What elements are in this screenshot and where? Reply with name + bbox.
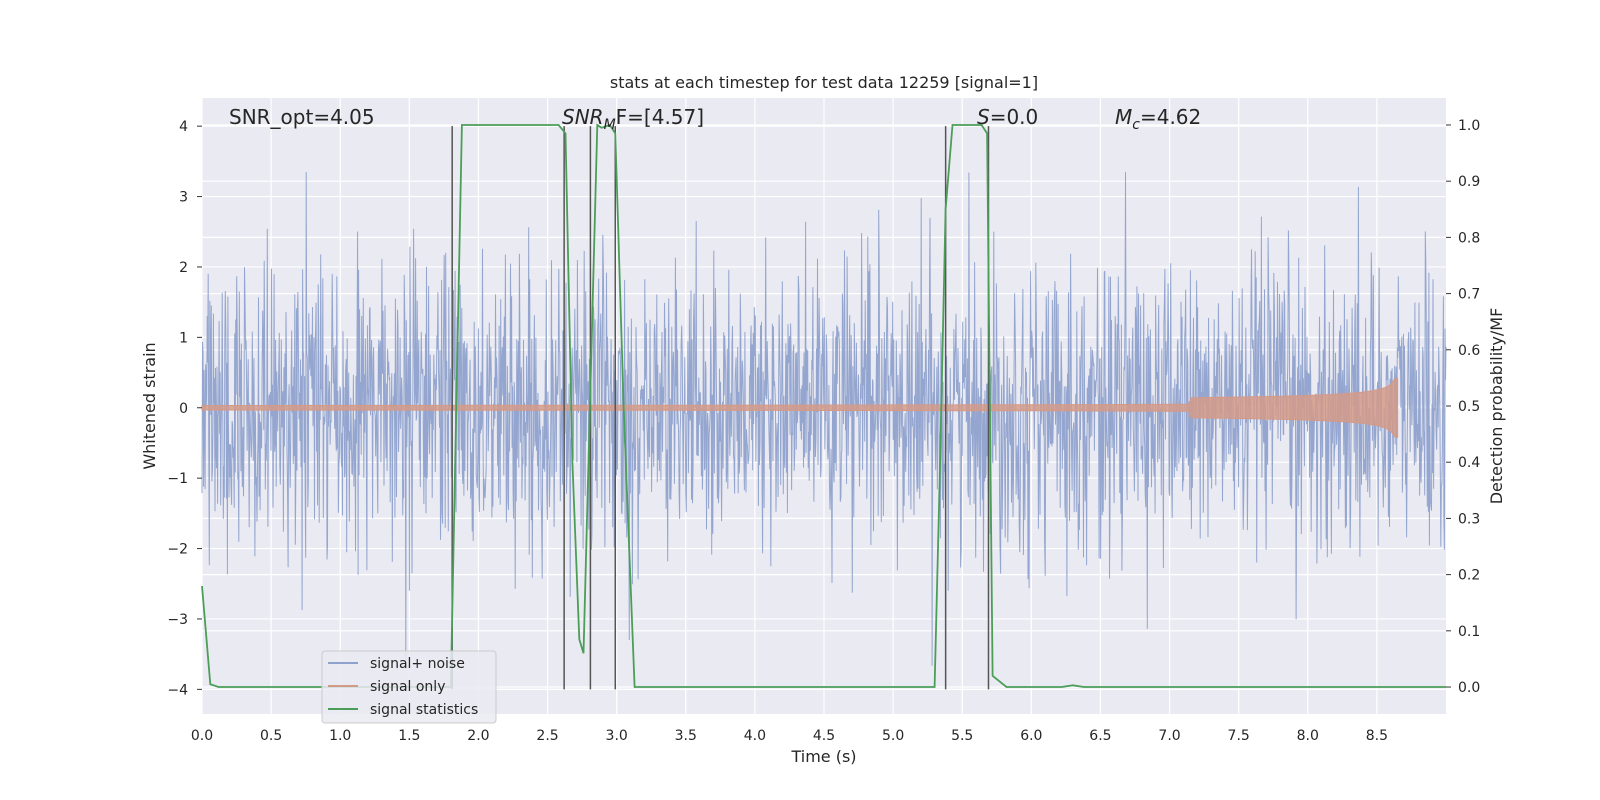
legend-label-signal-noise: signal+ noise — [370, 656, 465, 672]
annotation-snr-mf: SNRMF=[4.57] — [562, 105, 704, 133]
signal-noise-line — [201, 171, 1447, 669]
annotation-s-rest: =0.0 — [990, 105, 1039, 129]
x-tick-label: 7.5 — [1228, 728, 1250, 744]
y-right-tick-label: 0.7 — [1458, 287, 1480, 303]
annotation-mc-rest: =4.62 — [1140, 105, 1201, 129]
y-right-tick-label: 0.6 — [1458, 343, 1480, 359]
x-tick-label: 6.0 — [1020, 728, 1042, 744]
y-right-tick-label: 0.5 — [1458, 399, 1480, 415]
x-tick-label: 0.5 — [260, 728, 282, 744]
y-tick-label: 2 — [179, 260, 188, 276]
x-tick-label: 8.0 — [1297, 728, 1319, 744]
x-tick-label: 6.5 — [1089, 728, 1111, 744]
x-tick-label: 1.5 — [398, 728, 420, 744]
chart-title: stats at each timestep for test data 122… — [610, 73, 1038, 92]
y-right-tick-label: 0.3 — [1458, 511, 1480, 527]
annotation-mc-sub: c — [1132, 117, 1140, 133]
y-tick-label: −2 — [167, 542, 188, 558]
y-right-tick-label: 0.1 — [1458, 624, 1480, 640]
y-tick-label: 3 — [179, 190, 188, 206]
legend: signal+ noise signal only signal statist… — [321, 650, 497, 724]
annotation-snr-mf-rest: F=[4.57] — [616, 105, 704, 129]
x-tick-label: 7.0 — [1158, 728, 1180, 744]
y-right-tick-label: 0.4 — [1458, 455, 1480, 471]
y-right-tick-label: 1.0 — [1458, 118, 1480, 134]
y-right-tick-label: 0.2 — [1458, 568, 1480, 584]
x-tick-label: 2.0 — [467, 728, 489, 744]
x-tick-label: 8.5 — [1366, 728, 1388, 744]
y-right-tick-label: 0.8 — [1458, 230, 1480, 246]
y-right-tick-label: 0.0 — [1458, 680, 1480, 696]
y-tick-label: 0 — [179, 401, 188, 417]
signal-only-chirp — [201, 377, 1399, 438]
x-axis-label: Time (s) — [790, 747, 856, 766]
legend-box — [321, 650, 497, 724]
signal-only-series — [201, 377, 1399, 438]
legend-label-signal-only: signal only — [370, 679, 445, 695]
signal-noise-series — [201, 171, 1447, 669]
x-tick-label: 2.5 — [536, 728, 558, 744]
legend-label-signal-statistics: signal statistics — [370, 702, 478, 718]
y-tick-label: −1 — [167, 471, 188, 487]
y-tick-labels: −4 −3 −2 −1 0 1 2 3 4 — [167, 119, 202, 698]
x-tick-label: 3.5 — [675, 728, 697, 744]
x-tick-label: 0.0 — [191, 728, 213, 744]
annotation-mc-base: M — [1115, 105, 1132, 129]
annotation-s-base: S — [977, 105, 990, 129]
annotation-snr-opt: SNR_opt=4.05 — [229, 105, 375, 129]
y-right-axis-label: Detection probability/MF — [1487, 308, 1506, 505]
y-tick-label: 1 — [179, 330, 188, 346]
annotation-snr-mf-base: SNR — [562, 105, 604, 129]
y-tick-label: 4 — [179, 119, 188, 135]
annotation-mc: Mc=4.62 — [1115, 105, 1201, 133]
x-tick-label: 5.5 — [951, 728, 973, 744]
x-tick-label: 1.0 — [329, 728, 351, 744]
y-tick-label: −3 — [167, 612, 188, 628]
y-right-tick-labels: 0.0 0.1 0.2 0.3 0.4 0.5 0.6 0.7 0.8 0.9 1.0 — [1446, 118, 1480, 696]
annotation-s: S=0.0 — [977, 105, 1038, 129]
x-tick-label: 4.0 — [744, 728, 766, 744]
y-axis-label: Whitened strain — [140, 342, 159, 469]
x-tick-label: 4.5 — [813, 728, 835, 744]
x-tick-labels: 0.0 0.5 1.0 1.5 2.0 2.5 3.0 3.5 4.0 4.5 5.0 5.5 6.0 6… — [191, 728, 1388, 744]
y-tick-label: −4 — [167, 682, 188, 698]
x-tick-label: 5.0 — [882, 728, 904, 744]
y-right-tick-label: 0.9 — [1458, 174, 1480, 190]
signal-statistics-series — [201, 123, 1446, 688]
signal-statistics-line — [201, 123, 1446, 688]
annotation-snr-mf-sub: M — [604, 117, 616, 133]
x-tick-label: 3.0 — [606, 728, 628, 744]
